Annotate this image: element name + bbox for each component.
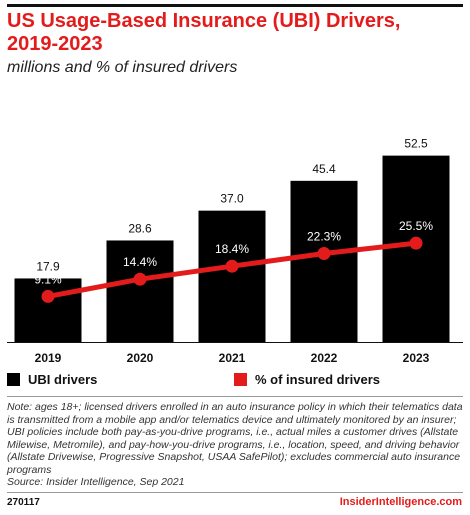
bar-value-label: 28.6 — [128, 221, 152, 235]
legend-item-percent-insured: % of insured drivers — [234, 372, 380, 387]
legend-swatch-line — [234, 373, 247, 386]
line-value-label: 22.3% — [307, 230, 341, 244]
footer-divider — [7, 492, 463, 493]
x-tick-label: 2020 — [127, 351, 154, 365]
bar-ubi-drivers — [198, 210, 266, 342]
note-divider — [7, 396, 463, 397]
bar-value-label: 45.4 — [312, 162, 336, 176]
x-tick-label: 2023 — [403, 351, 430, 365]
legend-swatch-bar — [7, 373, 20, 386]
bar-value-label: 17.9 — [36, 259, 60, 273]
x-tick-label: 2019 — [35, 351, 62, 365]
bar-ubi-drivers — [290, 180, 358, 342]
note-text: Note: ages 18+; licensed drivers enrolle… — [7, 401, 463, 476]
source-text: Source: Insider Intelligence, Sep 2021 — [7, 476, 185, 488]
chart-subtitle: millions and % of insured drivers — [7, 59, 238, 76]
line-point-percent-insured — [41, 289, 55, 303]
line-point-percent-insured — [225, 259, 239, 273]
line-point-percent-insured — [317, 247, 331, 261]
line-point-percent-insured — [409, 236, 423, 250]
line-value-label: 25.5% — [399, 219, 433, 233]
chart-id: 270117 — [7, 497, 40, 508]
x-tick-label: 2022 — [311, 351, 338, 365]
footnote: Note: ages 18+; licensed drivers enrolle… — [7, 401, 463, 489]
legend-label: UBI drivers — [28, 372, 98, 387]
line-value-label: 14.4% — [123, 255, 157, 269]
legend: UBI drivers % of insured drivers — [7, 372, 463, 390]
bar-value-label: 37.0 — [220, 192, 244, 206]
line-point-percent-insured — [133, 272, 147, 286]
brand-link[interactable]: InsiderIntelligence.com — [339, 496, 462, 508]
line-value-label: 18.4% — [215, 242, 249, 256]
legend-label: % of insured drivers — [255, 372, 380, 387]
bar-ubi-drivers — [106, 240, 174, 342]
bar-value-label: 52.5 — [404, 137, 428, 151]
bar-ubi-drivers — [14, 278, 82, 342]
chart-title: US Usage-Based Insurance (UBI) Drivers, … — [7, 10, 401, 55]
x-tick-label: 2021 — [219, 351, 246, 365]
chart-canvas: 17.9 2019 28.6 2020 37.0 2021 45.4 2022 52.5 2023… — [7, 137, 463, 365]
top-rule — [7, 4, 463, 7]
line-value-label: 9.1% — [34, 272, 62, 286]
legend-item-ubi-drivers: UBI drivers — [7, 372, 97, 387]
